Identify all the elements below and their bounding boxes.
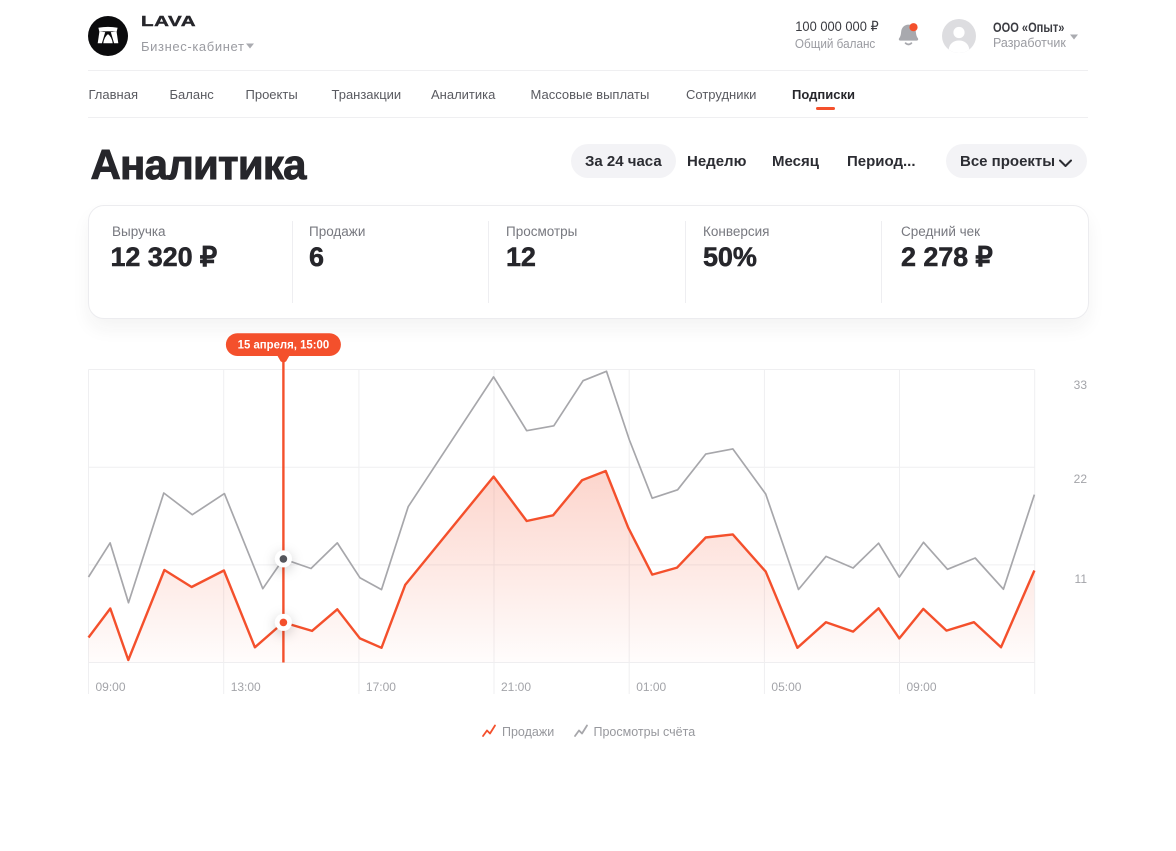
svg-text:11: 11 [1075, 572, 1088, 586]
svg-text:22: 22 [1074, 472, 1088, 486]
svg-text:13:00: 13:00 [231, 680, 261, 694]
svg-text:21:00: 21:00 [501, 680, 531, 694]
svg-text:Просмотры счёта: Просмотры счёта [594, 725, 696, 739]
svg-text:17:00: 17:00 [366, 680, 396, 694]
svg-text:15 апреля, 15:00: 15 апреля, 15:00 [238, 338, 330, 352]
svg-text:Продажи: Продажи [502, 725, 554, 739]
svg-text:09:00: 09:00 [907, 680, 937, 694]
svg-text:01:00: 01:00 [636, 680, 666, 694]
svg-text:09:00: 09:00 [96, 680, 126, 694]
svg-text:33: 33 [1074, 378, 1088, 392]
svg-text:05:00: 05:00 [771, 680, 801, 694]
